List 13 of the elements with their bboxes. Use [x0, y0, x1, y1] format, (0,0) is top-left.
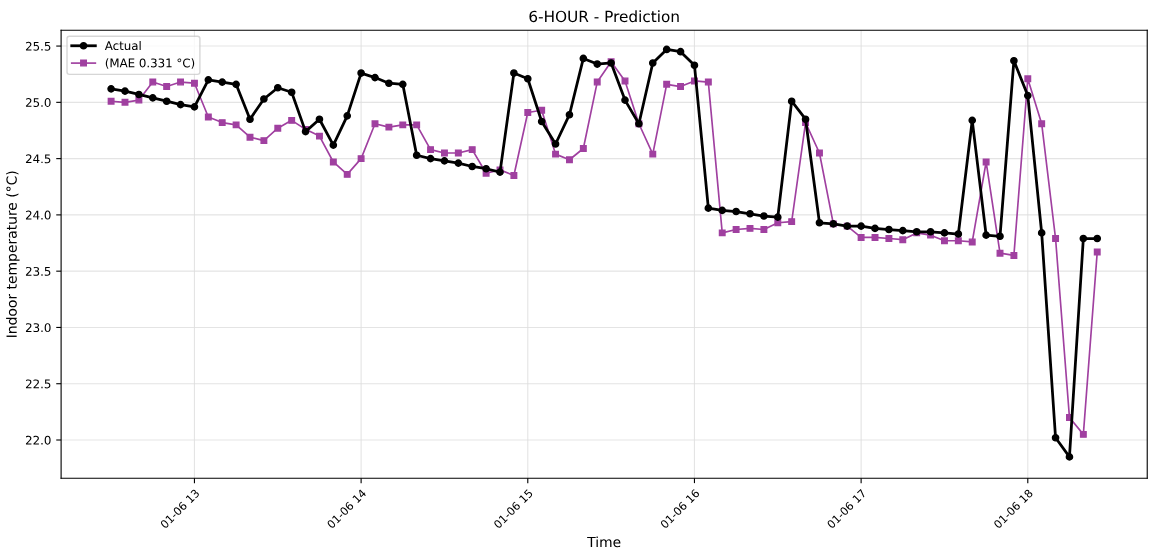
y-tick-label: 25.0	[25, 98, 51, 107]
y-tick-label: 23.5	[25, 266, 51, 276]
y-tick-label: 22.5	[25, 379, 51, 389]
y-tick-label: 22.0	[25, 435, 51, 445]
x-axis-title: Time	[587, 536, 621, 548]
legend-label: (MAE 0.331 °C)	[105, 58, 195, 69]
y-tick-label: 25.5	[25, 41, 51, 51]
y-tick-label: 23.0	[25, 323, 51, 333]
y-tick-label: 24.5	[25, 154, 51, 164]
y-axis-title: Indoor temperature (°C)	[6, 171, 20, 337]
chart-title: 6-HOUR - Prediction	[529, 10, 679, 23]
y-tick-label: 24.0	[25, 210, 51, 220]
legend-label: Actual	[104, 40, 141, 51]
